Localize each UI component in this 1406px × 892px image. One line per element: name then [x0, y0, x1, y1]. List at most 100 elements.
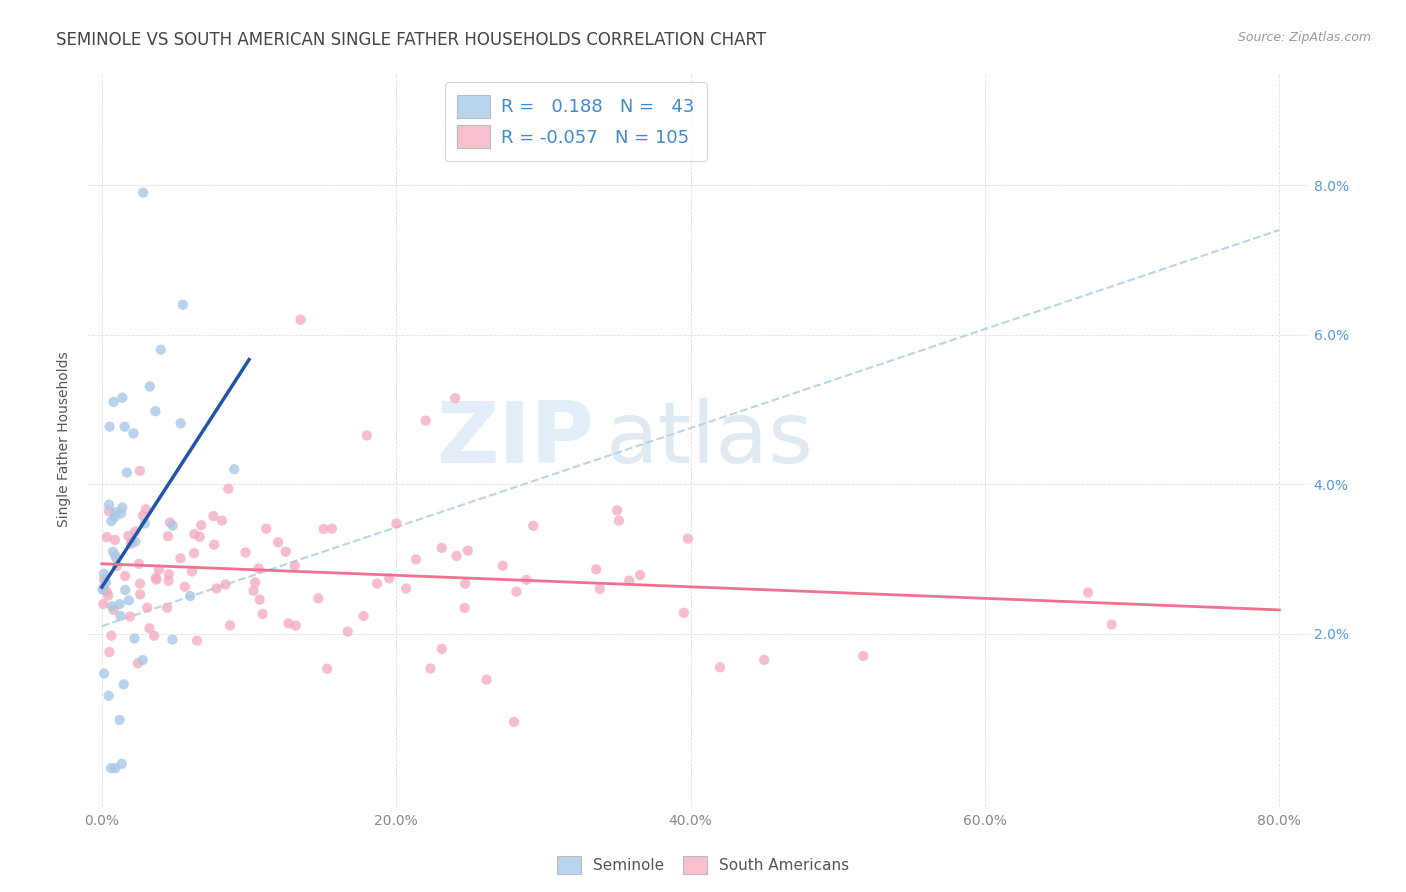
Point — [138, 621, 160, 635]
Point — [97, 589, 120, 603]
Point — [145, 404, 167, 418]
Point — [104, 761, 127, 775]
Point — [290, 312, 312, 326]
Point — [267, 535, 290, 549]
Point — [105, 558, 128, 573]
Point — [852, 648, 875, 663]
Point — [444, 391, 467, 405]
Point — [122, 426, 145, 441]
Point — [121, 535, 143, 549]
Point — [94, 575, 117, 590]
Point — [104, 549, 127, 563]
Point — [312, 522, 335, 536]
Point — [515, 573, 537, 587]
Point — [114, 582, 136, 597]
Point — [110, 609, 132, 624]
Text: atlas: atlas — [606, 398, 814, 481]
Point — [112, 677, 135, 691]
Point — [157, 567, 180, 582]
Text: ZIP: ZIP — [436, 398, 595, 481]
Point — [156, 600, 179, 615]
Point — [129, 576, 152, 591]
Point — [211, 514, 233, 528]
Point — [709, 660, 731, 674]
Point — [217, 482, 239, 496]
Point — [316, 662, 339, 676]
Point — [607, 514, 630, 528]
Point — [183, 527, 205, 541]
Point — [104, 505, 127, 519]
Point — [585, 562, 607, 576]
Point — [132, 186, 155, 200]
Point — [101, 599, 124, 614]
Point — [505, 584, 527, 599]
Point — [1101, 617, 1123, 632]
Point — [274, 544, 297, 558]
Point — [214, 577, 236, 591]
Point — [115, 466, 138, 480]
Point — [202, 538, 225, 552]
Point — [224, 462, 246, 476]
Point — [173, 580, 195, 594]
Point — [419, 661, 441, 675]
Point — [104, 550, 127, 565]
Point — [454, 576, 477, 591]
Point — [149, 343, 172, 357]
Point — [606, 503, 628, 517]
Point — [254, 522, 277, 536]
Point — [93, 573, 115, 587]
Point — [169, 551, 191, 566]
Point — [186, 633, 208, 648]
Point — [101, 545, 124, 559]
Point — [172, 298, 194, 312]
Point — [183, 546, 205, 560]
Point — [522, 518, 544, 533]
Point — [617, 574, 640, 588]
Point — [93, 666, 115, 681]
Point — [249, 592, 271, 607]
Point — [117, 529, 139, 543]
Point — [124, 632, 146, 646]
Y-axis label: Single Father Households: Single Father Households — [58, 351, 72, 527]
Point — [188, 530, 211, 544]
Point — [135, 502, 157, 516]
Point — [475, 673, 498, 687]
Point — [145, 571, 167, 585]
Point — [284, 558, 307, 573]
Point — [378, 571, 401, 585]
Point — [93, 581, 115, 595]
Point — [97, 689, 120, 703]
Point — [405, 552, 427, 566]
Point — [108, 597, 131, 611]
Point — [93, 566, 115, 581]
Point — [148, 563, 170, 577]
Point — [219, 618, 242, 632]
Point — [111, 756, 134, 771]
Point — [491, 558, 513, 573]
Point — [395, 582, 418, 596]
Point — [454, 601, 477, 615]
Text: SEMINOLE VS SOUTH AMERICAN SINGLE FATHER HOUSEHOLDS CORRELATION CHART: SEMINOLE VS SOUTH AMERICAN SINGLE FATHER… — [56, 31, 766, 49]
Point — [179, 589, 201, 603]
Point — [91, 582, 114, 597]
Point — [181, 565, 204, 579]
Point — [136, 600, 159, 615]
Point — [202, 509, 225, 524]
Point — [124, 534, 146, 549]
Point — [754, 653, 776, 667]
Point — [103, 395, 125, 409]
Point — [169, 417, 191, 431]
Point — [145, 573, 167, 587]
Legend: R =   0.188   N =   43, R = -0.057   N = 105: R = 0.188 N = 43, R = -0.057 N = 105 — [444, 82, 707, 161]
Point — [628, 568, 651, 582]
Point — [100, 761, 122, 775]
Point — [235, 545, 257, 559]
Point — [100, 629, 122, 643]
Point — [127, 657, 149, 671]
Point — [672, 606, 695, 620]
Point — [100, 514, 122, 528]
Point — [129, 587, 152, 601]
Point — [321, 522, 343, 536]
Point — [132, 508, 155, 523]
Point — [356, 428, 378, 442]
